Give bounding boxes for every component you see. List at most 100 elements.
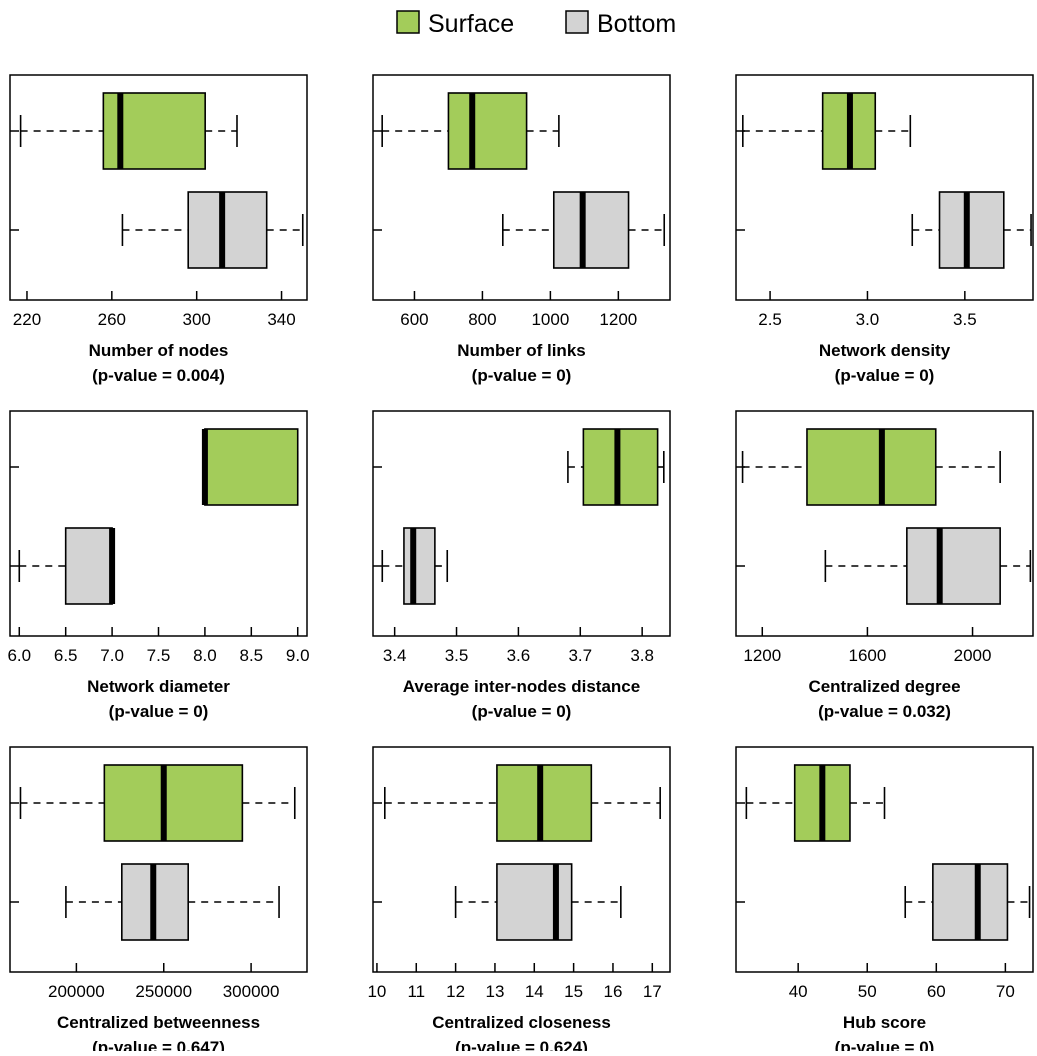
p-value-label: (p-value = 0) <box>835 1038 935 1051</box>
x-tick-label: 7.0 <box>100 646 124 665</box>
legend-swatch-bottom <box>565 10 589 34</box>
box-bottom <box>65 863 280 941</box>
boxplot-panel-5: 3.4 3.5 3.6 3.7 3.8 Average inter-nodes dista… <box>372 410 671 721</box>
p-value-label: (p-value = 0.032) <box>818 702 951 721</box>
box-surface <box>741 428 1001 506</box>
x-tick-label: 600 <box>400 310 428 329</box>
box-bottom <box>911 191 1032 269</box>
x-tick-label: 17 <box>643 982 662 1001</box>
box-surface <box>201 428 299 506</box>
x-tick-label: 200000 <box>48 982 105 1001</box>
iqr-box <box>187 191 268 269</box>
x-tick-label: 340 <box>267 310 295 329</box>
iqr-box <box>403 527 436 605</box>
box-surface <box>742 92 912 170</box>
iqr-box <box>806 428 937 506</box>
plot-frame <box>372 74 671 301</box>
plot-frame <box>735 410 1034 637</box>
p-value-label: (p-value = 0.647) <box>92 1038 225 1051</box>
iqr-box <box>906 527 1001 605</box>
x-tick-label: 220 <box>13 310 41 329</box>
box-surface <box>384 764 661 842</box>
box-bottom <box>904 863 1031 941</box>
iqr-box <box>496 764 593 842</box>
x-tick-label: 16 <box>603 982 622 1001</box>
x-axis-label: Number of links <box>457 341 585 360</box>
x-tick-label: 300000 <box>223 982 280 1001</box>
boxplot-panel-1: 220 260 300 340 Number of nodes (p-value = 0.… <box>9 74 308 385</box>
iqr-box <box>938 191 1005 269</box>
box-surface <box>19 92 238 170</box>
legend-swatch-surface <box>396 10 420 34</box>
x-tick-label: 11 <box>407 982 425 1001</box>
boxplot-panel-2: 600 800 1000 1200 Number of links (p-value = … <box>372 74 671 385</box>
plot-frame <box>735 746 1034 973</box>
p-value-label: (p-value = 0) <box>472 366 572 385</box>
boxplot-panel-8: 10 11 12 13 14 15 16 17 Centralized closeness (p-… <box>367 746 671 1056</box>
chart-legend: Surface Bottom <box>396 10 676 38</box>
plot-frame <box>372 746 671 973</box>
x-tick-label: 1200 <box>599 310 637 329</box>
legend-label-bottom: Bottom <box>597 10 676 38</box>
x-tick-label: 14 <box>525 982 544 1001</box>
box-surface <box>745 764 886 842</box>
x-tick-label: 6.0 <box>7 646 31 665</box>
x-tick-label: 3.6 <box>507 646 531 665</box>
boxplot-panel-6: 1200 1600 2000 Centralized degree (p-value =… <box>735 410 1034 721</box>
x-tick-label: 7.5 <box>147 646 171 665</box>
x-tick-label: 50 <box>858 982 877 1001</box>
x-tick-label: 60 <box>927 982 946 1001</box>
x-axis-label: Centralized betweenness <box>57 1013 260 1032</box>
x-axis-label: Number of nodes <box>89 341 229 360</box>
box-bottom <box>18 527 116 605</box>
box-bottom <box>502 191 666 269</box>
x-axis-label: Network diameter <box>87 677 230 696</box>
x-tick-label: 3.4 <box>383 646 407 665</box>
x-tick-label: 250000 <box>135 982 192 1001</box>
x-tick-label: 13 <box>485 982 504 1001</box>
iqr-box <box>204 428 299 506</box>
plot-frame <box>372 410 671 637</box>
x-axis-label: Average inter-nodes distance <box>403 677 640 696</box>
legend-label-surface: Surface <box>428 10 514 38</box>
p-value-label: (p-value = 0) <box>835 366 935 385</box>
iqr-box <box>103 764 244 842</box>
iqr-box <box>447 92 528 170</box>
iqr-box <box>932 863 1009 941</box>
x-tick-label: 3.5 <box>445 646 469 665</box>
x-tick-label: 15 <box>564 982 583 1001</box>
iqr-box <box>582 428 659 506</box>
x-tick-label: 3.0 <box>856 310 880 329</box>
plot-frame <box>9 746 308 973</box>
iqr-box <box>64 527 113 605</box>
x-tick-label: 300 <box>182 310 210 329</box>
p-value-label: (p-value = 0) <box>109 702 209 721</box>
x-tick-label: 1200 <box>743 646 781 665</box>
x-tick-label: 1000 <box>531 310 569 329</box>
x-tick-label: 260 <box>98 310 126 329</box>
box-bottom <box>824 527 1032 605</box>
boxplot-panel-4: 6.0 6.5 7.0 7.5 8.0 8.5 9.0 Network diameter (p-… <box>7 410 310 721</box>
x-tick-label: 1600 <box>849 646 887 665</box>
p-value-label: (p-value = 0) <box>472 702 572 721</box>
x-axis-label: Hub score <box>843 1013 926 1032</box>
x-tick-label: 40 <box>789 982 808 1001</box>
x-tick-label: 8.5 <box>239 646 263 665</box>
x-axis-label: Centralized closeness <box>432 1013 611 1032</box>
x-tick-label: 70 <box>996 982 1015 1001</box>
x-tick-label: 10 <box>367 982 386 1001</box>
plot-frame <box>9 74 308 301</box>
plot-frame <box>735 74 1034 301</box>
x-tick-label: 3.5 <box>953 310 977 329</box>
iqr-box <box>496 863 573 941</box>
p-value-label: (p-value = 0.004) <box>92 366 225 385</box>
boxplot-panel-7: 200000 250000 300000 Centralized betweennes… <box>9 746 308 1056</box>
box-bottom <box>381 527 449 605</box>
x-tick-label: 8.0 <box>193 646 217 665</box>
x-axis-label: Centralized degree <box>808 677 960 696</box>
x-tick-label: 6.5 <box>54 646 78 665</box>
x-tick-label: 2000 <box>954 646 992 665</box>
box-surface <box>19 764 296 842</box>
